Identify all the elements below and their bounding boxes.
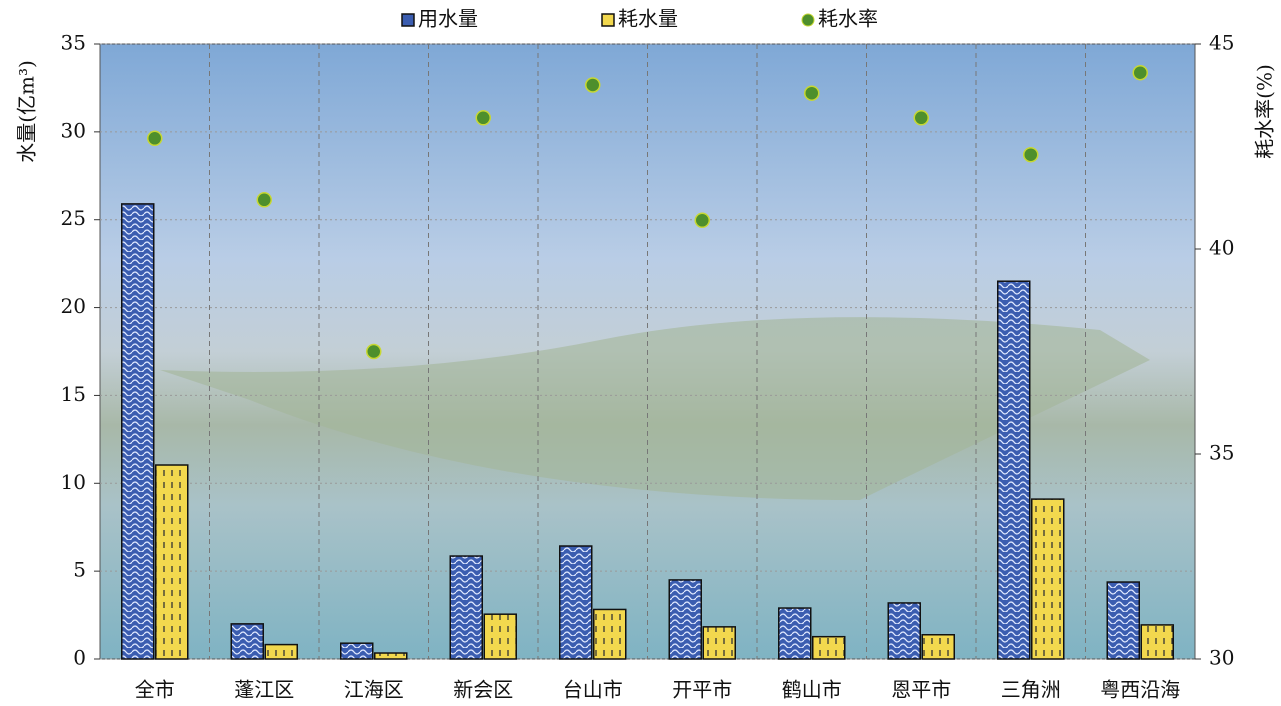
y2-tick-label: 40 — [1209, 236, 1234, 260]
x-tick-label: 粤西沿海 — [1100, 678, 1180, 702]
point — [913, 110, 929, 126]
point — [256, 192, 272, 208]
bar — [921, 634, 955, 660]
point — [694, 212, 710, 229]
y-tick-label: 0 — [73, 646, 86, 670]
bar — [449, 555, 483, 660]
y2-axis-label: 耗水率(%) — [1253, 64, 1277, 159]
bar — [230, 623, 264, 660]
point — [1132, 64, 1148, 81]
point — [366, 343, 382, 360]
bar — [1140, 624, 1174, 660]
y-tick-label: 15 — [61, 382, 86, 406]
bar — [121, 203, 155, 660]
legend-swatch — [601, 13, 615, 27]
x-tick-label: 恩平市 — [891, 678, 951, 702]
y-tick-label: 10 — [61, 470, 86, 494]
y-axis-label: 水量(亿m³) — [15, 60, 39, 163]
bar — [559, 545, 593, 660]
bar — [374, 652, 408, 660]
x-tick-label: 新会区 — [453, 678, 513, 702]
point — [147, 130, 163, 147]
x-tick-label: 江海区 — [344, 678, 404, 702]
x-tick-label: 全市 — [135, 678, 175, 702]
y-tick-label: 25 — [61, 206, 86, 230]
y-tick-label: 5 — [73, 558, 86, 582]
legend-label: 耗水率 — [818, 7, 878, 31]
bar — [668, 579, 702, 660]
point — [475, 110, 491, 126]
bar — [1106, 581, 1140, 660]
bar — [155, 464, 189, 660]
y2-tick-label: 45 — [1209, 31, 1234, 55]
bar — [778, 607, 812, 660]
y2-tick-label: 35 — [1209, 441, 1234, 465]
point — [585, 77, 601, 93]
landscape — [160, 317, 1150, 500]
bar — [340, 642, 374, 660]
point — [804, 85, 820, 101]
y2-tick-label: 30 — [1209, 646, 1234, 670]
bar — [483, 613, 517, 660]
y-tick-label: 20 — [61, 294, 86, 318]
x-tick-label: 开平市 — [672, 678, 732, 702]
legend-label: 耗水量 — [618, 7, 678, 31]
y-tick-label: 30 — [61, 118, 86, 142]
bar — [593, 608, 627, 660]
x-tick-label: 蓬江区 — [234, 678, 294, 702]
bar — [702, 626, 736, 660]
bar — [997, 280, 1031, 660]
x-tick-label: 台山市 — [563, 678, 623, 702]
bar — [1031, 498, 1065, 660]
legend-swatch — [401, 13, 415, 27]
point — [1023, 146, 1039, 163]
legend-swatch — [801, 13, 815, 27]
legend-label: 用水量 — [418, 7, 478, 31]
x-tick-label: 三角洲 — [1001, 678, 1061, 702]
bar — [812, 635, 846, 660]
y-tick-label: 35 — [61, 31, 86, 55]
bar — [264, 643, 298, 660]
bar — [887, 602, 921, 660]
x-tick-label: 鹤山市 — [782, 678, 842, 702]
